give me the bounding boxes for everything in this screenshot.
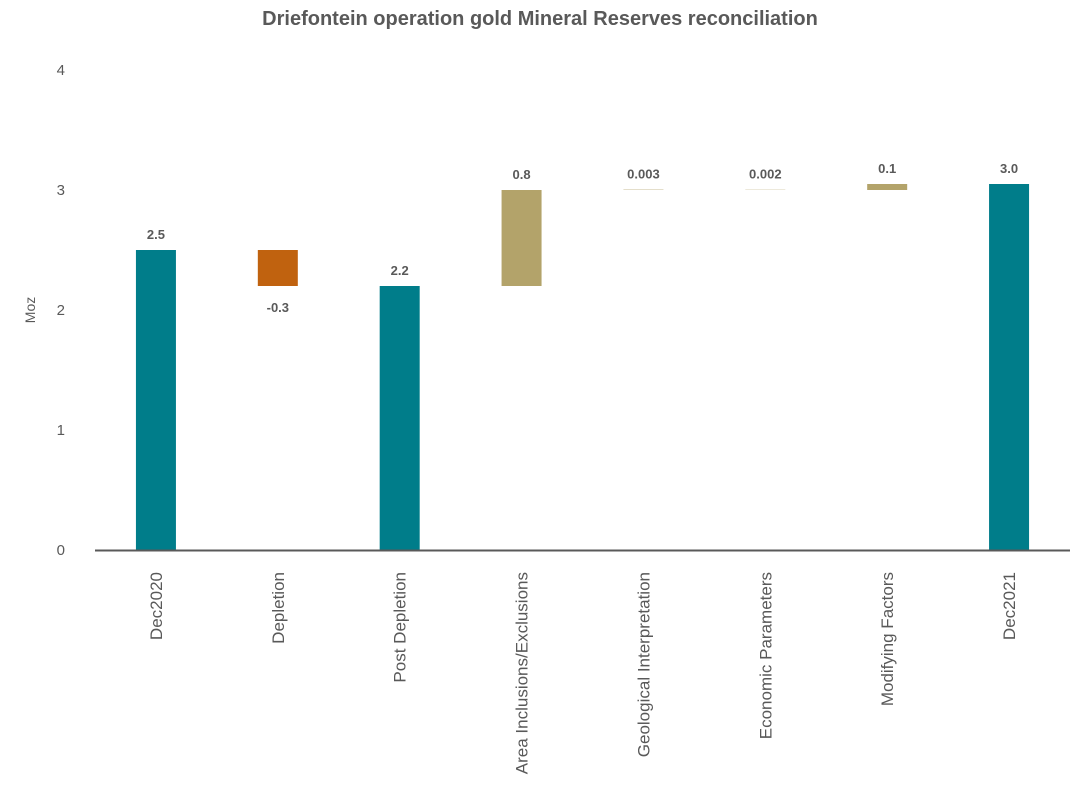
y-axis-label: Moz xyxy=(22,297,38,323)
bar-depletion xyxy=(257,250,298,286)
y-tick-label: 3 xyxy=(57,182,65,199)
data-label: 3.0 xyxy=(1000,161,1018,176)
data-labels-group: 2.5 -0.3 2.2 0.8 0.003 0.002 0.1 3.0 xyxy=(147,161,1018,315)
y-tick-label: 4 xyxy=(57,62,65,79)
x-category-label: Dec2021 xyxy=(1000,572,1019,640)
y-tick-label: 0 xyxy=(57,542,65,559)
x-category-label: Dec2020 xyxy=(147,572,166,640)
data-label: 2.2 xyxy=(391,263,409,278)
bar-dec2020 xyxy=(135,250,176,550)
data-label: 0.002 xyxy=(749,166,782,181)
data-label: 0.003 xyxy=(627,167,660,182)
y-axis-ticks: 0 1 2 3 4 xyxy=(57,62,65,559)
bar-dec2021 xyxy=(989,184,1030,550)
x-category-label: Depletion xyxy=(269,572,288,644)
y-tick-label: 2 xyxy=(57,302,65,319)
category-labels-group: Dec2020 Depletion Post Depletion Area Inclu… xyxy=(147,572,1019,774)
x-category-label: Area Inclusions/Exclusions xyxy=(513,572,532,774)
chart-title: Driefontein operation gold Mineral Reser… xyxy=(262,8,818,30)
bars-group xyxy=(135,184,1030,550)
bar-modifying-factors xyxy=(867,184,908,190)
x-category-label: Geological Interpretation xyxy=(634,572,653,757)
data-label: 0.1 xyxy=(878,161,896,176)
bar-post-depletion xyxy=(379,286,420,550)
data-label: -0.3 xyxy=(267,300,289,315)
y-tick-label: 1 xyxy=(57,422,65,439)
x-category-label: Modifying Factors xyxy=(878,572,897,706)
x-category-label: Post Depletion xyxy=(391,572,410,683)
data-label: 2.5 xyxy=(147,227,165,242)
data-label: 0.8 xyxy=(513,167,531,182)
x-category-label: Economic Parameters xyxy=(756,572,775,739)
bar-area-inclusions-exclusions xyxy=(501,190,542,286)
